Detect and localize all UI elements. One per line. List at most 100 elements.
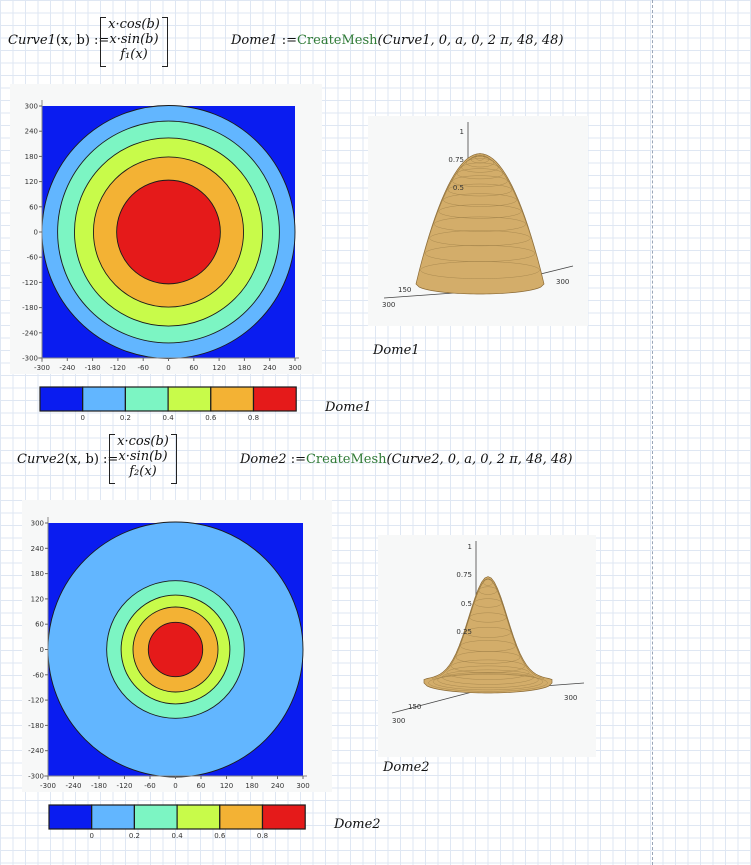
x-tick-label: 180 <box>245 782 258 790</box>
contour-level-5 <box>147 621 204 678</box>
x-tick-label: -120 <box>110 364 126 372</box>
page-margin-line <box>652 0 653 865</box>
colorbar-1: 0 0.2 0.4 0.6 0.8 <box>39 386 297 422</box>
colorbar-segment <box>210 386 255 412</box>
x-tick-label: 0 <box>166 364 170 372</box>
contour-plot-1[interactable]: -300 -240 -180 -120 -60 0 60 120 180 240 300 300 240… <box>10 84 322 374</box>
colorbar-tick-label: 0.8 <box>257 832 268 840</box>
mesh-line <box>446 665 530 680</box>
colorbar-segment <box>124 386 169 412</box>
surface-mesh <box>423 576 553 694</box>
y-tick-label: 150 <box>408 703 421 711</box>
z-tick-label: 1 <box>460 128 464 136</box>
x-tick-label: 120 <box>220 782 233 790</box>
assign-operator: := <box>290 452 306 467</box>
curve2-args: (x, b) <box>64 452 99 467</box>
x-tick-label: -180 <box>91 782 107 790</box>
contour-plot-1-svg: -300 -240 -180 -120 -60 0 60 120 180 240 300 300 240… <box>22 100 302 372</box>
x-tick-label: 300 <box>556 278 569 286</box>
x-tick-label: -180 <box>85 364 101 372</box>
curve1-definition[interactable]: Curve1(x, b) := <box>8 33 109 48</box>
y-tick-label: -60 <box>33 671 44 679</box>
colorbar-tick-label: 0.2 <box>129 832 140 840</box>
y-tick-label: 300 <box>25 103 38 111</box>
mesh-line <box>438 204 522 219</box>
colorbar-segment <box>48 804 93 830</box>
x-tick-label: 180 <box>238 364 251 372</box>
surface-plot-2[interactable]: 1 0.75 0.5 0.25 300 150 300 <box>378 535 596 757</box>
colorbar-tick-label: 0.2 <box>120 414 131 422</box>
colorbar-segment <box>219 804 264 830</box>
colorbar-tick-label: 0 <box>89 832 93 840</box>
dome1-definition[interactable]: Dome1 :=CreateMesh(Curve1, 0, a, 0, 2 π,… <box>231 33 563 48</box>
surface-1-caption: Dome1 <box>373 343 420 358</box>
surface-plot-1[interactable]: 1 0.75 0.5 300 150 300 <box>368 116 588 326</box>
contour-level-5 <box>116 179 221 285</box>
contour-plot-2-svg: -300 -240 -180 -120 -60 0 60 120 180 240 300 300 240… <box>28 517 310 790</box>
assign-operator: := <box>281 33 297 48</box>
curve1-matrix[interactable]: x·cos(b) x·sin(b) f₁(x) <box>100 17 168 67</box>
y-tick-label: -120 <box>22 279 38 287</box>
colorbar-segment <box>91 804 136 830</box>
curve2-matrix[interactable]: x·cos(b) x·sin(b) f₂(x) <box>109 434 177 484</box>
dome1-name: Dome1 <box>231 33 278 48</box>
z-tick-label: 0.25 <box>456 628 472 636</box>
y-tick-label: 120 <box>25 178 38 186</box>
x-tick-label: -60 <box>144 782 155 790</box>
matrix-row: x·sin(b) <box>109 32 159 47</box>
mesh-line <box>461 162 499 173</box>
dome2-name: Dome2 <box>240 452 287 467</box>
contour-plot-2[interactable]: -300 -240 -180 -120 -60 0 60 120 180 240 300 300 240… <box>22 500 332 792</box>
y-tick-label: -300 <box>28 773 44 781</box>
y-tick-label: -120 <box>28 697 44 705</box>
colorbar-segment <box>167 386 212 412</box>
assign-operator: := <box>103 452 119 467</box>
x-tick-label: 300 <box>296 782 309 790</box>
mesh-line <box>479 578 489 588</box>
createmesh-args: (Curve2, 0, a, 0, 2 π, 48, 48) <box>386 452 573 467</box>
curve1-args: (x, b) <box>55 33 90 48</box>
colorbar-tick-label: 0 <box>80 414 84 422</box>
colorbar-tick-label: 0.4 <box>163 414 175 422</box>
mesh-line <box>471 155 481 159</box>
x-tick-label: 0 <box>173 782 177 790</box>
mesh-line <box>432 673 544 691</box>
x-tick-label: -300 <box>40 782 56 790</box>
y-axis <box>391 690 477 714</box>
colorbar-tick-label: 0.6 <box>205 414 217 422</box>
mesh-line <box>443 193 517 207</box>
y-tick-label: -240 <box>22 329 38 337</box>
y-tick-label: 150 <box>398 286 411 294</box>
mesh-line <box>469 612 507 623</box>
y-tick-label: 0 <box>40 646 44 654</box>
x-tick-label: -240 <box>59 364 75 372</box>
curve1-name: Curve1 <box>8 33 56 48</box>
y-tick-label: 240 <box>31 545 44 553</box>
x-tick-label: 300 <box>288 364 301 372</box>
z-tick-label: 0.5 <box>453 184 464 192</box>
y-tick-label: -240 <box>28 747 44 755</box>
x-tick-label: 60 <box>197 782 206 790</box>
y-tick-label: 60 <box>35 621 44 629</box>
mesh-line <box>475 153 485 161</box>
mesh-line <box>429 230 531 247</box>
y-tick-label: 300 <box>392 717 405 725</box>
colorbar-tick-label: 0.4 <box>172 832 184 840</box>
y-tick-label: 60 <box>29 203 38 211</box>
curve2-definition[interactable]: Curve2(x, b) := <box>17 452 118 467</box>
dome2-definition[interactable]: Dome2 :=CreateMesh(Curve2, 0, a, 0, 2 π,… <box>240 452 572 467</box>
mesh-line <box>464 627 512 638</box>
y-tick-label: -300 <box>22 355 38 363</box>
x-tick-label: -240 <box>66 782 82 790</box>
y-tick-label: -180 <box>28 722 44 730</box>
x-tick-label: 300 <box>564 694 577 702</box>
curve2-name: Curve2 <box>17 452 65 467</box>
matrix-row: x·sin(b) <box>118 449 168 464</box>
x-tick-label: 60 <box>189 364 198 372</box>
surface-mesh <box>415 153 545 295</box>
createmesh-args: (Curve1, 0, a, 0, 2 π, 48, 48) <box>377 33 564 48</box>
mesh-line <box>434 216 526 232</box>
mesh-line <box>428 674 548 692</box>
